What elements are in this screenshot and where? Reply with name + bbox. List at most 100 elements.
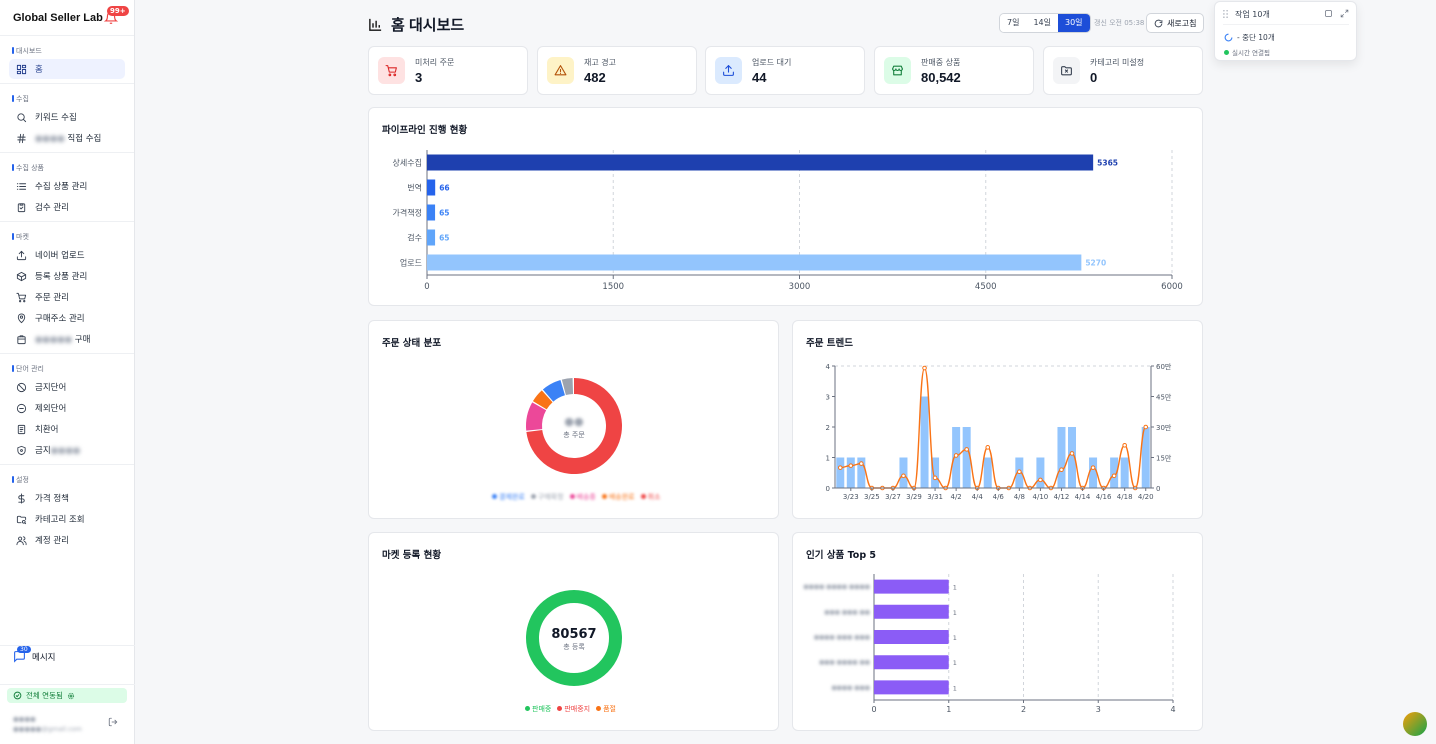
- kpi-label: 재고 경고: [584, 58, 616, 67]
- cart-icon: [16, 292, 27, 302]
- sidebar-item-text: 등록 상품 관리: [35, 272, 88, 282]
- order-status-chart: ●● 총 주문: [526, 378, 622, 474]
- sidebar-item-3-1[interactable]: 등록 상품 관리: [9, 266, 125, 286]
- trend-point: [901, 473, 906, 479]
- y-tick-label: ●●●● ●●●● ●●●●: [803, 584, 870, 591]
- legend-label: 품절: [603, 705, 616, 713]
- legend-item[interactable]: 결제완료: [492, 492, 525, 502]
- checkbox-icon[interactable]: [1324, 9, 1333, 18]
- sidebar-item-3-4[interactable]: ●●●●● 구매: [9, 329, 125, 349]
- sidebar-item-text: 네이버 업로드: [35, 251, 85, 261]
- message-badge: 30: [17, 646, 31, 653]
- range-option-1[interactable]: 14일: [1026, 14, 1058, 32]
- notification-badge: 99+: [107, 6, 129, 16]
- kpi-card-4[interactable]: 카테고리 미설정 0: [1043, 46, 1203, 95]
- sidebar-item-1-1[interactable]: ●●●● 직접 수집: [9, 128, 125, 148]
- legend-label: 결제완료: [499, 493, 525, 501]
- sidebar-item-label: 계정 관리: [35, 534, 69, 546]
- legend-dot-icon: [601, 494, 607, 499]
- x-tick-label: 3/23: [843, 493, 859, 501]
- sidebar-item-3-0[interactable]: 네이버 업로드: [9, 245, 125, 265]
- y2-tick-label: 60만: [1156, 362, 1172, 371]
- sidebar-item-4-2[interactable]: 치환어: [9, 419, 125, 439]
- nav-divider: [0, 152, 134, 153]
- order-status-title: 주문 상태 분포: [382, 338, 442, 349]
- sidebar-item-3-3[interactable]: 구매주소 관리: [9, 308, 125, 328]
- pipeline-bar: [427, 179, 436, 196]
- sidebar-item-0-0[interactable]: 홈: [9, 59, 125, 79]
- upload-icon: [723, 65, 734, 76]
- legend-item[interactable]: 구매확정: [530, 492, 564, 502]
- legend-item[interactable]: 판매중: [525, 704, 551, 714]
- legend-item[interactable]: 판매중지: [557, 704, 590, 714]
- refresh-icon: [1154, 19, 1163, 27]
- users-icon: [16, 535, 27, 545]
- box-icon: [16, 271, 27, 281]
- x-tick-label: 3/31: [927, 493, 943, 501]
- kpi-value: 44: [752, 70, 767, 85]
- sidebar-item-4-0[interactable]: 금지단어: [9, 377, 125, 397]
- sidebar-item-1-0[interactable]: 키워드 수집: [9, 107, 125, 127]
- logout-icon[interactable]: [108, 717, 118, 727]
- x-tick-label: 2: [1021, 705, 1026, 714]
- trend-bar: [1141, 427, 1150, 488]
- sidebar-item-4-3[interactable]: 금지●●●●: [9, 440, 125, 460]
- clipboard-icon: [17, 202, 26, 212]
- kpi-card-1[interactable]: 재고 경고 482: [537, 46, 697, 95]
- sidebar-item-5-0[interactable]: 가격 정책: [9, 488, 125, 508]
- sidebar-item-2-0[interactable]: 수집 상품 관리: [9, 176, 125, 196]
- y-tick-label: ●●●● ●●● ●●●: [814, 634, 870, 641]
- sidebar-item-label: 구매주소 관리: [35, 312, 85, 324]
- bar-value-label: 1: [953, 584, 957, 592]
- kpi-card-2[interactable]: 업로드 대기 44: [705, 46, 865, 95]
- user-name: ●●●●: [13, 715, 36, 723]
- brand: Global Seller Lab 99+: [0, 0, 134, 36]
- message-button[interactable]: 30 메시지: [13, 646, 55, 663]
- sidebar-item-5-2[interactable]: 계정 관리: [9, 530, 125, 550]
- bar-value-label: 1: [953, 609, 957, 617]
- sidebar-item-2-1[interactable]: 검수 관리: [9, 197, 125, 217]
- trend-bar: [931, 457, 940, 488]
- kpi-card-3[interactable]: 판매중 상품 80,542: [874, 46, 1034, 95]
- y2-tick-label: 30만: [1156, 423, 1172, 432]
- legend-item[interactable]: 취소: [640, 492, 661, 502]
- assistant-fab-icon[interactable]: [1403, 712, 1427, 736]
- legend-item[interactable]: 배송중: [569, 492, 596, 502]
- range-option-0[interactable]: 7일: [1000, 14, 1027, 32]
- ban-icon: [16, 382, 27, 392]
- y-tick-label: 2: [826, 424, 830, 432]
- drag-handle-icon[interactable]: [1223, 10, 1228, 18]
- sidebar-item-label: 등록 상품 관리: [35, 270, 87, 282]
- x-tick-label: 4/16: [1096, 493, 1112, 501]
- legend-item[interactable]: 배송완료: [601, 492, 635, 502]
- x-tick-label: 4/10: [1033, 493, 1049, 501]
- expand-icon[interactable]: [1340, 9, 1349, 18]
- center-label: 총 등록: [563, 642, 585, 651]
- connection-status[interactable]: 전체 연동됨: [7, 688, 127, 703]
- sidebar-item-text: 제외단어: [35, 404, 67, 414]
- sidebar-item-label: 치환어: [35, 423, 58, 435]
- kpi-card-0[interactable]: 미처리 주문 3: [368, 46, 528, 95]
- x-tick-label: 4/18: [1117, 493, 1133, 501]
- trend-point: [1017, 469, 1022, 475]
- sidebar-item-text: 수집 상품 관리: [35, 182, 88, 192]
- live-dot-icon: [1224, 49, 1229, 55]
- legend-label: 판매중: [532, 705, 552, 713]
- sidebar-item-text: 홈: [35, 65, 43, 75]
- sidebar-item-label: 금지●●●●: [35, 444, 80, 456]
- legend-item[interactable]: 품절: [596, 704, 616, 714]
- sidebar-item-5-1[interactable]: 카테고리 조회: [9, 509, 125, 529]
- sidebar-item-text: 금지: [35, 446, 51, 456]
- user-info: ●●●● ●●●●●@gmail.com: [13, 714, 82, 734]
- store-icon: [892, 65, 903, 76]
- y-tick-label: ●●●● ●●●: [831, 684, 870, 691]
- sidebar-item-3-2[interactable]: 주문 관리: [9, 287, 125, 307]
- trend-bar: [1036, 457, 1045, 488]
- range-option-2[interactable]: 30일: [1058, 14, 1090, 32]
- refresh-button[interactable]: 새로고침: [1146, 13, 1205, 33]
- y-tick-label: 0: [826, 485, 830, 493]
- x-tick-label: 4/14: [1075, 493, 1091, 501]
- sidebar: Global Seller Lab 99+ 대시보드 홈 수집 키워드 수집 ●●●● …: [0, 0, 135, 744]
- sidebar-item-4-1[interactable]: 제외단어: [9, 398, 125, 418]
- nav-divider: [0, 221, 134, 222]
